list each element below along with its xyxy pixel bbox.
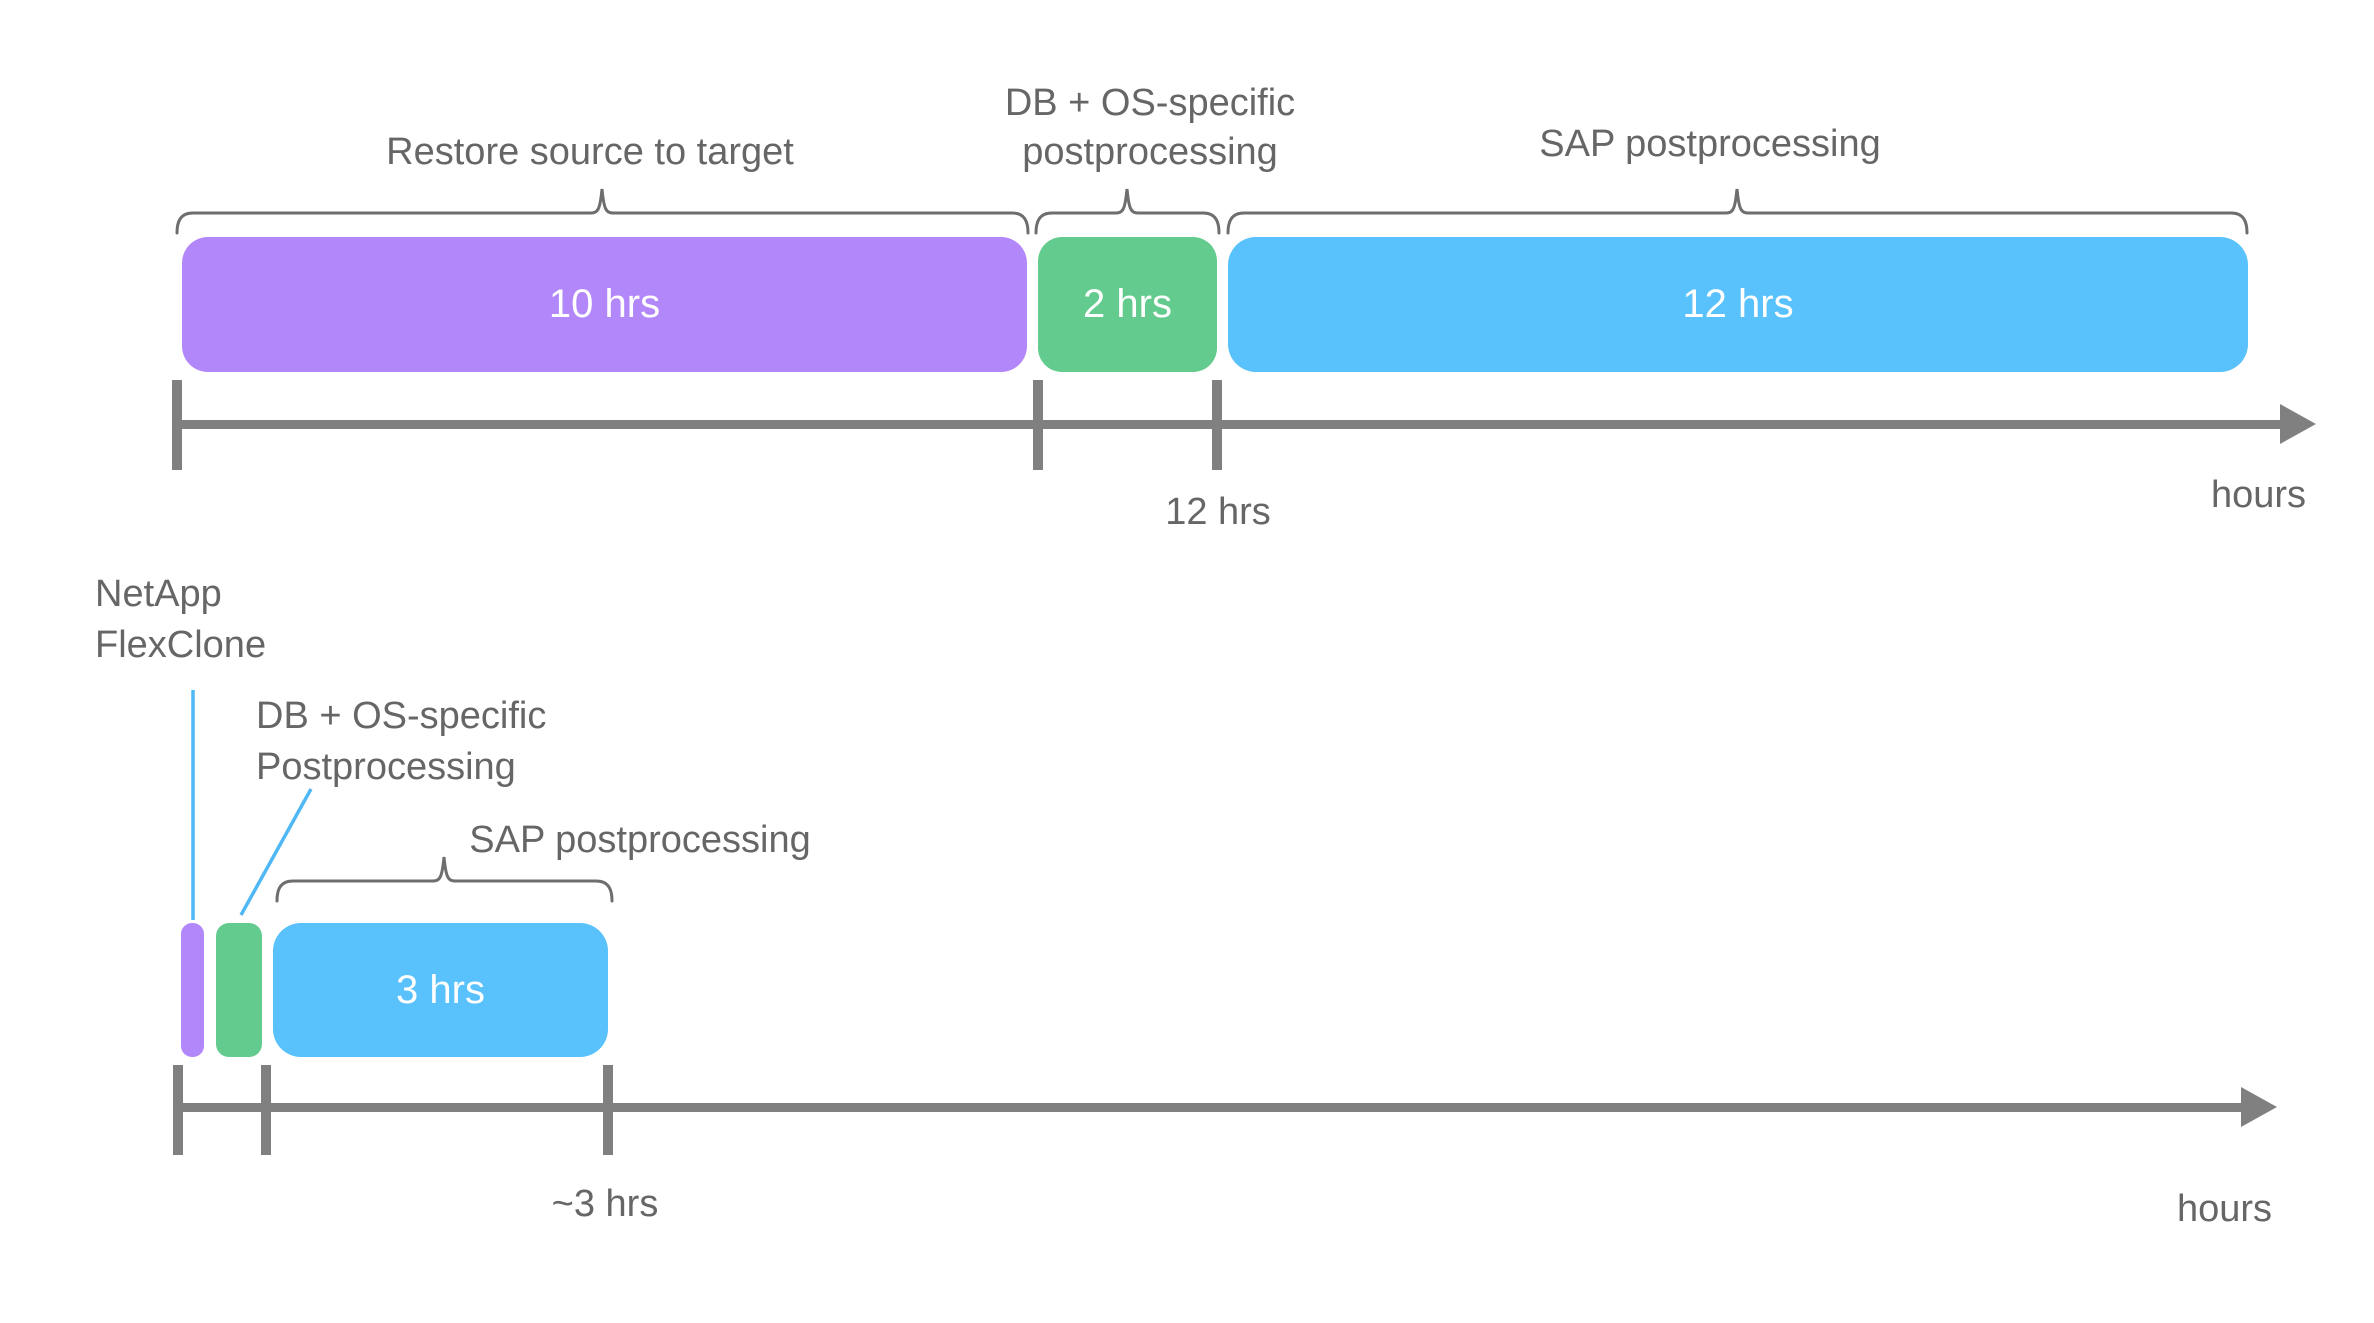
top-axis-line	[173, 420, 2282, 429]
label-netapp-line2: FlexClone	[95, 624, 267, 666]
bar-sap-value: 12 hrs	[1682, 282, 1794, 326]
label-sap-postprocessing-bottom: SAP postprocessing	[469, 819, 811, 861]
top-axis-tick-12hrs	[1212, 380, 1222, 470]
bar-db-os-mini	[216, 923, 262, 1057]
label-bottom-axis-hours: hours	[2176, 1188, 2272, 1230]
bar-sap-postprocessing: 12 hrs	[1228, 237, 2248, 372]
brace-restore-source	[175, 188, 1030, 235]
bar-netapp-flexclone-mini	[181, 923, 204, 1057]
bottom-axis-tick-origin	[173, 1065, 183, 1155]
bottom-axis-tick-post-db	[261, 1065, 271, 1155]
label-netapp-line1: NetApp	[95, 573, 222, 615]
bottom-axis-arrowhead	[2241, 1087, 2277, 1127]
label-db-os-bottom-line1: DB + OS-specific	[256, 695, 547, 737]
label-bottom-axis-3hrs: ~3 hrs	[551, 1183, 659, 1225]
label-sap-postprocessing-top: SAP postprocessing	[1539, 123, 1881, 165]
label-netapp-flexclone: NetApp FlexClone	[95, 569, 266, 671]
label-top-axis-12hrs: 12 hrs	[1165, 491, 1271, 533]
bottom-axis-tick-3hrs	[603, 1065, 613, 1155]
label-restore-source-to-target: Restore source to target	[386, 131, 794, 173]
label-db-os-bottom-line2: Postprocessing	[256, 746, 516, 788]
top-axis-arrowhead	[2280, 404, 2316, 444]
label-top-axis-hours: hours	[2210, 474, 2306, 516]
bar-db-os-value: 2 hrs	[1083, 282, 1172, 326]
brace-sap-postprocessing	[1226, 188, 2249, 235]
label-db-os-postprocessing-bottom: DB + OS-specific Postprocessing	[256, 691, 546, 793]
bar-sap-postprocessing-flexclone: 3 hrs	[273, 923, 608, 1057]
bar-restore-value: 10 hrs	[548, 282, 661, 326]
top-axis-tick-origin	[172, 380, 182, 470]
bottom-axis-line	[173, 1103, 2243, 1112]
label-db-os-line2: postprocessing	[1022, 131, 1278, 173]
label-db-os-postprocessing-top: DB + OS-specific postprocessing	[950, 79, 1350, 177]
bar-db-os-postprocessing: 2 hrs	[1038, 237, 1217, 372]
top-axis-tick-10hrs	[1033, 380, 1043, 470]
bar-sap-flexclone-value: 3 hrs	[396, 967, 485, 1012]
brace-db-os-postprocessing	[1034, 188, 1221, 235]
callout-line-db-os	[239, 788, 313, 916]
bar-restore-source: 10 hrs	[182, 237, 1027, 372]
label-db-os-line1: DB + OS-specific	[1004, 82, 1296, 124]
